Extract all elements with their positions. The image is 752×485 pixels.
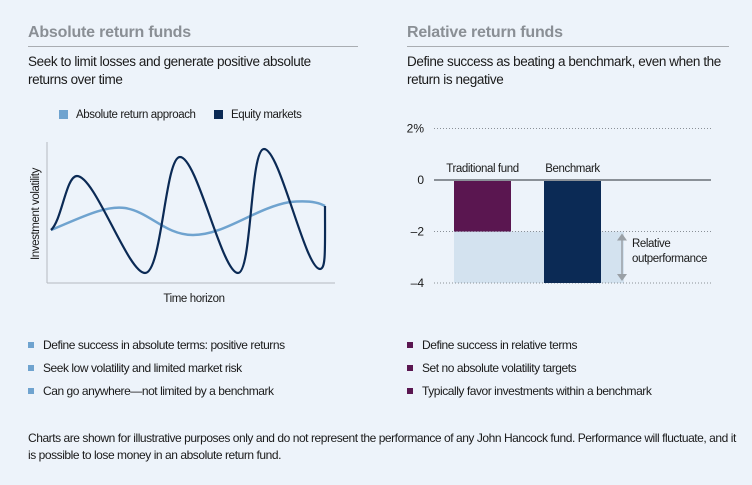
x-axis-label: Time horizon [163,293,224,305]
relative-return-chart: 2% 0 –2 –4 Traditional fund Benchmark Relative… [407,122,711,290]
right-title: Relative return funds [407,24,563,41]
right-subtitle: Define success as beating a benchmark, e… [407,54,721,87]
bullet-text: Typically favor investments within a ben… [422,384,652,398]
bullet-icon [28,342,34,348]
right-bullet-list: Define success in relative terms Set no … [407,334,652,403]
legend-item-equity: Equity markets [214,109,302,121]
left-title-rule [28,46,358,47]
right-title-rule [407,46,729,47]
right-bullet-item: Define success in relative terms [407,334,651,357]
bullet-text: Set no absolute volatility targets [422,361,577,375]
left-bullet-item: Can go anywhere—not limited by a benchma… [28,380,285,403]
bar-label: Benchmark [545,163,600,175]
bullet-icon [28,388,34,394]
arrow-down-icon [617,274,627,281]
y-tick-label: 0 [417,173,424,187]
left-bullet-list: Define success in absolute terms: positi… [28,334,285,403]
legend-label-equity: Equity markets [231,109,302,121]
bullet-icon [407,388,413,394]
bullet-icon [28,365,34,371]
left-title: Absolute return funds [28,24,191,41]
volatility-chart: Investment volatility Time horizon [30,142,335,305]
bar-label: Traditional fund [446,163,518,175]
bullet-text: Define success in relative terms [422,338,577,352]
bullet-icon [407,365,413,371]
right-bullet-item: Typically favor investments within a ben… [407,380,652,403]
y-tick-label: –2 [411,225,425,239]
y-tick-label: –4 [411,276,425,290]
series-line-equity-markets [50,147,327,275]
bullet-text: Can go anywhere—not limited by a benchma… [43,384,274,398]
footnote: Charts are shown for illustrative purpos… [28,431,736,462]
y-tick-label: 2% [407,122,425,136]
legend-item-absolute: Absolute return approach [59,109,196,121]
bar-traditional-fund [454,180,511,232]
legend-swatch-light-blue [59,110,68,119]
right-bullet-item: Set no absolute volatility targets [407,357,651,380]
legend-swatch-navy [214,110,223,119]
bullet-text: Define success in absolute terms: positi… [43,338,285,352]
annotation-label: Relative outperformance [632,238,707,265]
left-bullet-item: Seek low volatility and limited market r… [28,357,285,380]
arrow-up-icon [617,233,627,241]
bullet-icon [407,342,413,348]
left-subtitle: Seek to limit losses and generate positi… [28,54,311,87]
legend-label-absolute: Absolute return approach [76,109,196,121]
bullet-text: Seek low volatility and limited market r… [43,361,242,375]
left-bullet-item: Define success in absolute terms: positi… [28,334,285,357]
series-line-absolute-return [50,200,326,237]
bar-benchmark [544,180,601,283]
y-axis-label: Investment volatility [30,167,42,260]
